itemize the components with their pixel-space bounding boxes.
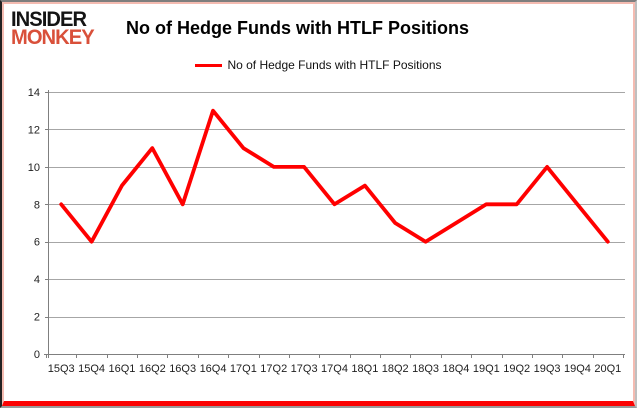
svg-text:16Q2: 16Q2 (139, 363, 166, 375)
chart-title: No of Hedge Funds with HTLF Positions (126, 18, 469, 38)
svg-text:19Q3: 19Q3 (534, 363, 561, 375)
data-series-line (59, 108, 610, 244)
svg-text:4: 4 (34, 274, 40, 286)
svg-text:17Q3: 17Q3 (291, 363, 318, 375)
legend-line-icon (195, 63, 223, 67)
svg-text:17Q4: 17Q4 (321, 363, 348, 375)
svg-text:19Q4: 19Q4 (564, 363, 591, 375)
svg-text:19Q1: 19Q1 (473, 363, 500, 375)
svg-text:15Q4: 15Q4 (78, 363, 105, 375)
insider-monkey-logo: INSIDER MONKEY (11, 8, 122, 50)
svg-text:6: 6 (34, 237, 40, 249)
svg-text:12: 12 (28, 124, 40, 136)
svg-text:18Q4: 18Q4 (443, 363, 470, 375)
svg-text:17Q1: 17Q1 (230, 363, 257, 375)
svg-text:18Q2: 18Q2 (382, 363, 409, 375)
logo-text-monkey: MONKEY (11, 26, 95, 50)
svg-text:18Q3: 18Q3 (412, 363, 439, 375)
svg-text:0: 0 (34, 349, 40, 361)
svg-text:16Q1: 16Q1 (108, 363, 135, 375)
legend: No of Hedge Funds with HTLF Positions (4, 58, 633, 72)
legend-label: No of Hedge Funds with HTLF Positions (227, 58, 442, 72)
svg-text:14: 14 (28, 87, 40, 99)
svg-text:18Q1: 18Q1 (351, 363, 378, 375)
svg-text:10: 10 (28, 162, 40, 174)
x-axis-labels: 15Q3 15Q4 16Q1 16Q2 16Q3 16Q4 17Q1 17Q2 17Q3 17Q4… (48, 363, 622, 375)
svg-text:16Q4: 16Q4 (200, 363, 227, 375)
svg-text:17Q2: 17Q2 (260, 363, 287, 375)
y-axis-labels: 0 2 4 6 8 10 12 14 (28, 87, 40, 361)
svg-text:15Q3: 15Q3 (48, 363, 75, 375)
svg-text:8: 8 (34, 199, 40, 211)
svg-text:2: 2 (34, 312, 40, 324)
svg-text:20Q1: 20Q1 (594, 363, 621, 375)
logo-text-insider: INSIDER (11, 8, 87, 31)
svg-text:19Q2: 19Q2 (503, 363, 530, 375)
svg-text:16Q3: 16Q3 (169, 363, 196, 375)
axes (44, 90, 625, 358)
